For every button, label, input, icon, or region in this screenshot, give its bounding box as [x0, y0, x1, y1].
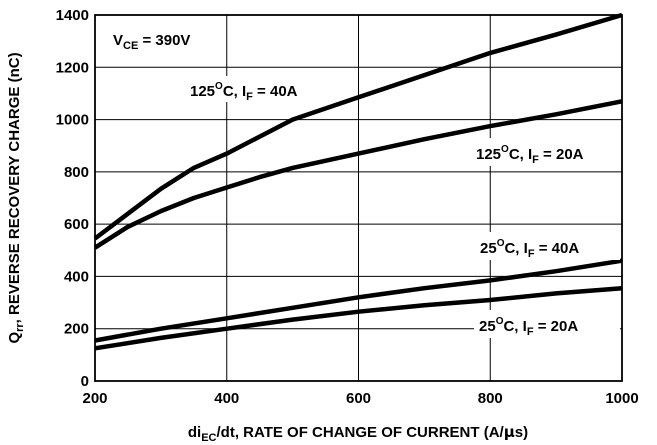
- series-line-0: [93, 12, 623, 241]
- y-axis-title: Qrr, REVERSE RECOVERY CHARGE (nC): [6, 52, 26, 343]
- y-tick-label: 200: [64, 321, 89, 338]
- series-line-1: [93, 99, 623, 250]
- y-tick-label: 1400: [56, 7, 89, 24]
- svg-text:25OC, IF = 20A: 25OC, IF = 20A: [479, 316, 578, 338]
- series-label-125c-20a: 125OC, IF = 20A: [471, 138, 619, 166]
- y-tick-label: 1000: [56, 112, 89, 129]
- y-tick-label: 800: [64, 164, 89, 181]
- x-axis-title: diEC/dt, RATE OF CHANGE OF CURRENT (A/μs…: [188, 423, 528, 444]
- grid: [95, 15, 622, 381]
- plot-frame: [94, 14, 623, 382]
- tick-labels: 200 400 600 800 1000020040060080010001200140…: [56, 7, 639, 407]
- condition-label: VCE = 390V: [113, 32, 190, 52]
- x-tick-label: 400: [214, 390, 239, 407]
- x-tick-label: 1000: [605, 390, 638, 407]
- x-tick-label: 200: [82, 390, 107, 407]
- y-tick-label: 0: [81, 373, 89, 390]
- series-label-25c-20a: 25OC, IF = 20A: [474, 310, 620, 338]
- series-line-2: [94, 258, 623, 343]
- svg-text:125OC, IF = 40A: 125OC, IF = 40A: [190, 81, 298, 103]
- x-tick-label: 800: [478, 390, 503, 407]
- svg-text:125OC, IF = 20A: 125OC, IF = 20A: [476, 144, 584, 166]
- svg-text:25OC, IF = 40A: 25OC, IF = 40A: [480, 238, 579, 260]
- series-label-125c-40a: 125OC, IF = 40A: [186, 76, 336, 103]
- y-tick-label: 600: [64, 216, 89, 233]
- y-tick-label: 400: [64, 268, 89, 285]
- y-tick-label: 1200: [56, 59, 89, 76]
- curves: [93, 12, 623, 351]
- series-label-25c-40a: 25OC, IF = 40A: [476, 232, 620, 260]
- series-line-3: [94, 285, 623, 351]
- x-tick-label: 600: [346, 390, 371, 407]
